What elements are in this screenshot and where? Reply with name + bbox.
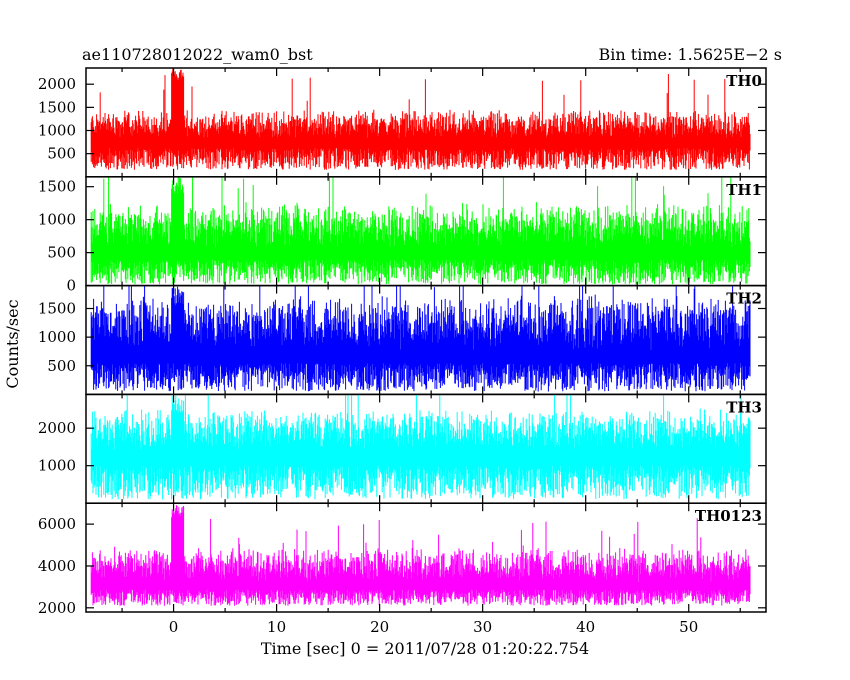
panel-frame xyxy=(85,502,767,613)
y-tick-label: 1000 xyxy=(38,211,76,229)
observation-title: ae110728012022_wam0_bst xyxy=(82,45,313,64)
y-tick-label: 1500 xyxy=(38,300,76,318)
panel-label: TH3 xyxy=(726,398,762,416)
x-axis-label: Time [sec] 0 = 2011/07/28 01:20:22.754 xyxy=(261,639,589,658)
x-tick-label: 30 xyxy=(473,618,492,636)
panel-th3: 1000 2000 TH3 xyxy=(38,393,767,504)
panel-label: TH0 xyxy=(726,72,762,90)
panels-group: 500 1000 1500 2000 TH0 0 500 1000 1500 TH1 500 1000… xyxy=(38,67,767,617)
panel-label: TH2 xyxy=(726,290,762,308)
x-tick-label: 40 xyxy=(576,618,595,636)
panel-label: TH0123 xyxy=(695,507,762,525)
panel-th1: 0 500 1000 1500 TH1 xyxy=(38,176,767,295)
y-tick-label: 4000 xyxy=(38,557,76,575)
y-tick-label: 6000 xyxy=(38,515,76,533)
lightcurve-th2 xyxy=(90,285,751,392)
y-tick-label: 1500 xyxy=(38,178,76,196)
lightcurve-th1 xyxy=(90,176,751,285)
y-tick-label: 500 xyxy=(47,145,76,163)
panel-label: TH1 xyxy=(726,181,762,199)
lightcurve-th0123 xyxy=(90,505,751,606)
y-tick-label: 500 xyxy=(47,244,76,262)
x-tick-label: 50 xyxy=(679,618,698,636)
y-axis-label: Counts/sec xyxy=(3,299,22,388)
y-tick-label: 1000 xyxy=(38,457,76,475)
x-tick-label: 0 xyxy=(169,618,179,636)
bin-time-label: Bin time: 1.5625E−2 s xyxy=(599,45,782,64)
y-tick-label: 1000 xyxy=(38,328,76,346)
x-axis-ticks: 0 10 20 30 40 50 xyxy=(169,618,698,636)
lightcurve-th3 xyxy=(90,394,751,500)
y-tick-label: 1500 xyxy=(38,98,76,116)
y-tick-label: 2000 xyxy=(38,419,76,437)
y-tick-label: 0 xyxy=(66,277,76,295)
y-tick-label: 2000 xyxy=(38,75,76,93)
x-tick-label: 10 xyxy=(267,618,286,636)
y-tick-label: 500 xyxy=(47,357,76,375)
lightcurve-th0 xyxy=(90,68,751,170)
panel-th0123: 2000 4000 6000 TH0123 xyxy=(38,502,767,617)
panel-th2: 500 1000 1500 TH2 xyxy=(38,284,767,396)
x-tick-label: 20 xyxy=(370,618,389,636)
y-tick-label: 2000 xyxy=(38,599,76,617)
panel-th0: 500 1000 1500 2000 TH0 xyxy=(38,67,767,178)
y-tick-label: 1000 xyxy=(38,122,76,140)
